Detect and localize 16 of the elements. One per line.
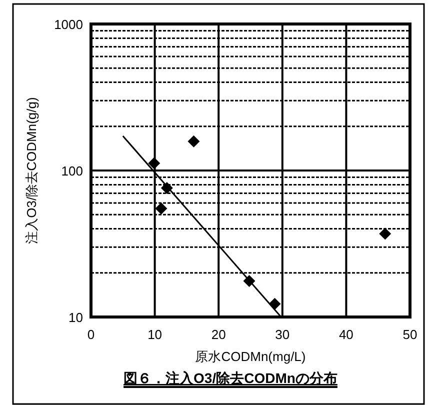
y-tick-label: 100 — [61, 164, 83, 178]
x-tick-label: 30 — [275, 327, 290, 342]
point — [155, 202, 168, 215]
x-axis-title: 原水CODMn(mg/L) — [195, 349, 306, 364]
x-tick-label: 50 — [402, 327, 418, 342]
x-tick-label: 40 — [338, 327, 354, 342]
point — [379, 228, 392, 240]
point — [188, 135, 200, 148]
y-tick-label: 10 — [68, 310, 83, 325]
y-axis-title: 注入O3/除去CODMn(g/g) — [24, 97, 39, 244]
point — [148, 157, 160, 170]
x-tick-label: 0 — [87, 327, 95, 342]
text: 図６．注入O3/除去CODMnの分布 — [124, 370, 338, 386]
x-tick-label: 10 — [148, 327, 162, 342]
y-tick-label: 1000 — [54, 17, 83, 32]
x-tick-label: 20 — [211, 327, 226, 342]
